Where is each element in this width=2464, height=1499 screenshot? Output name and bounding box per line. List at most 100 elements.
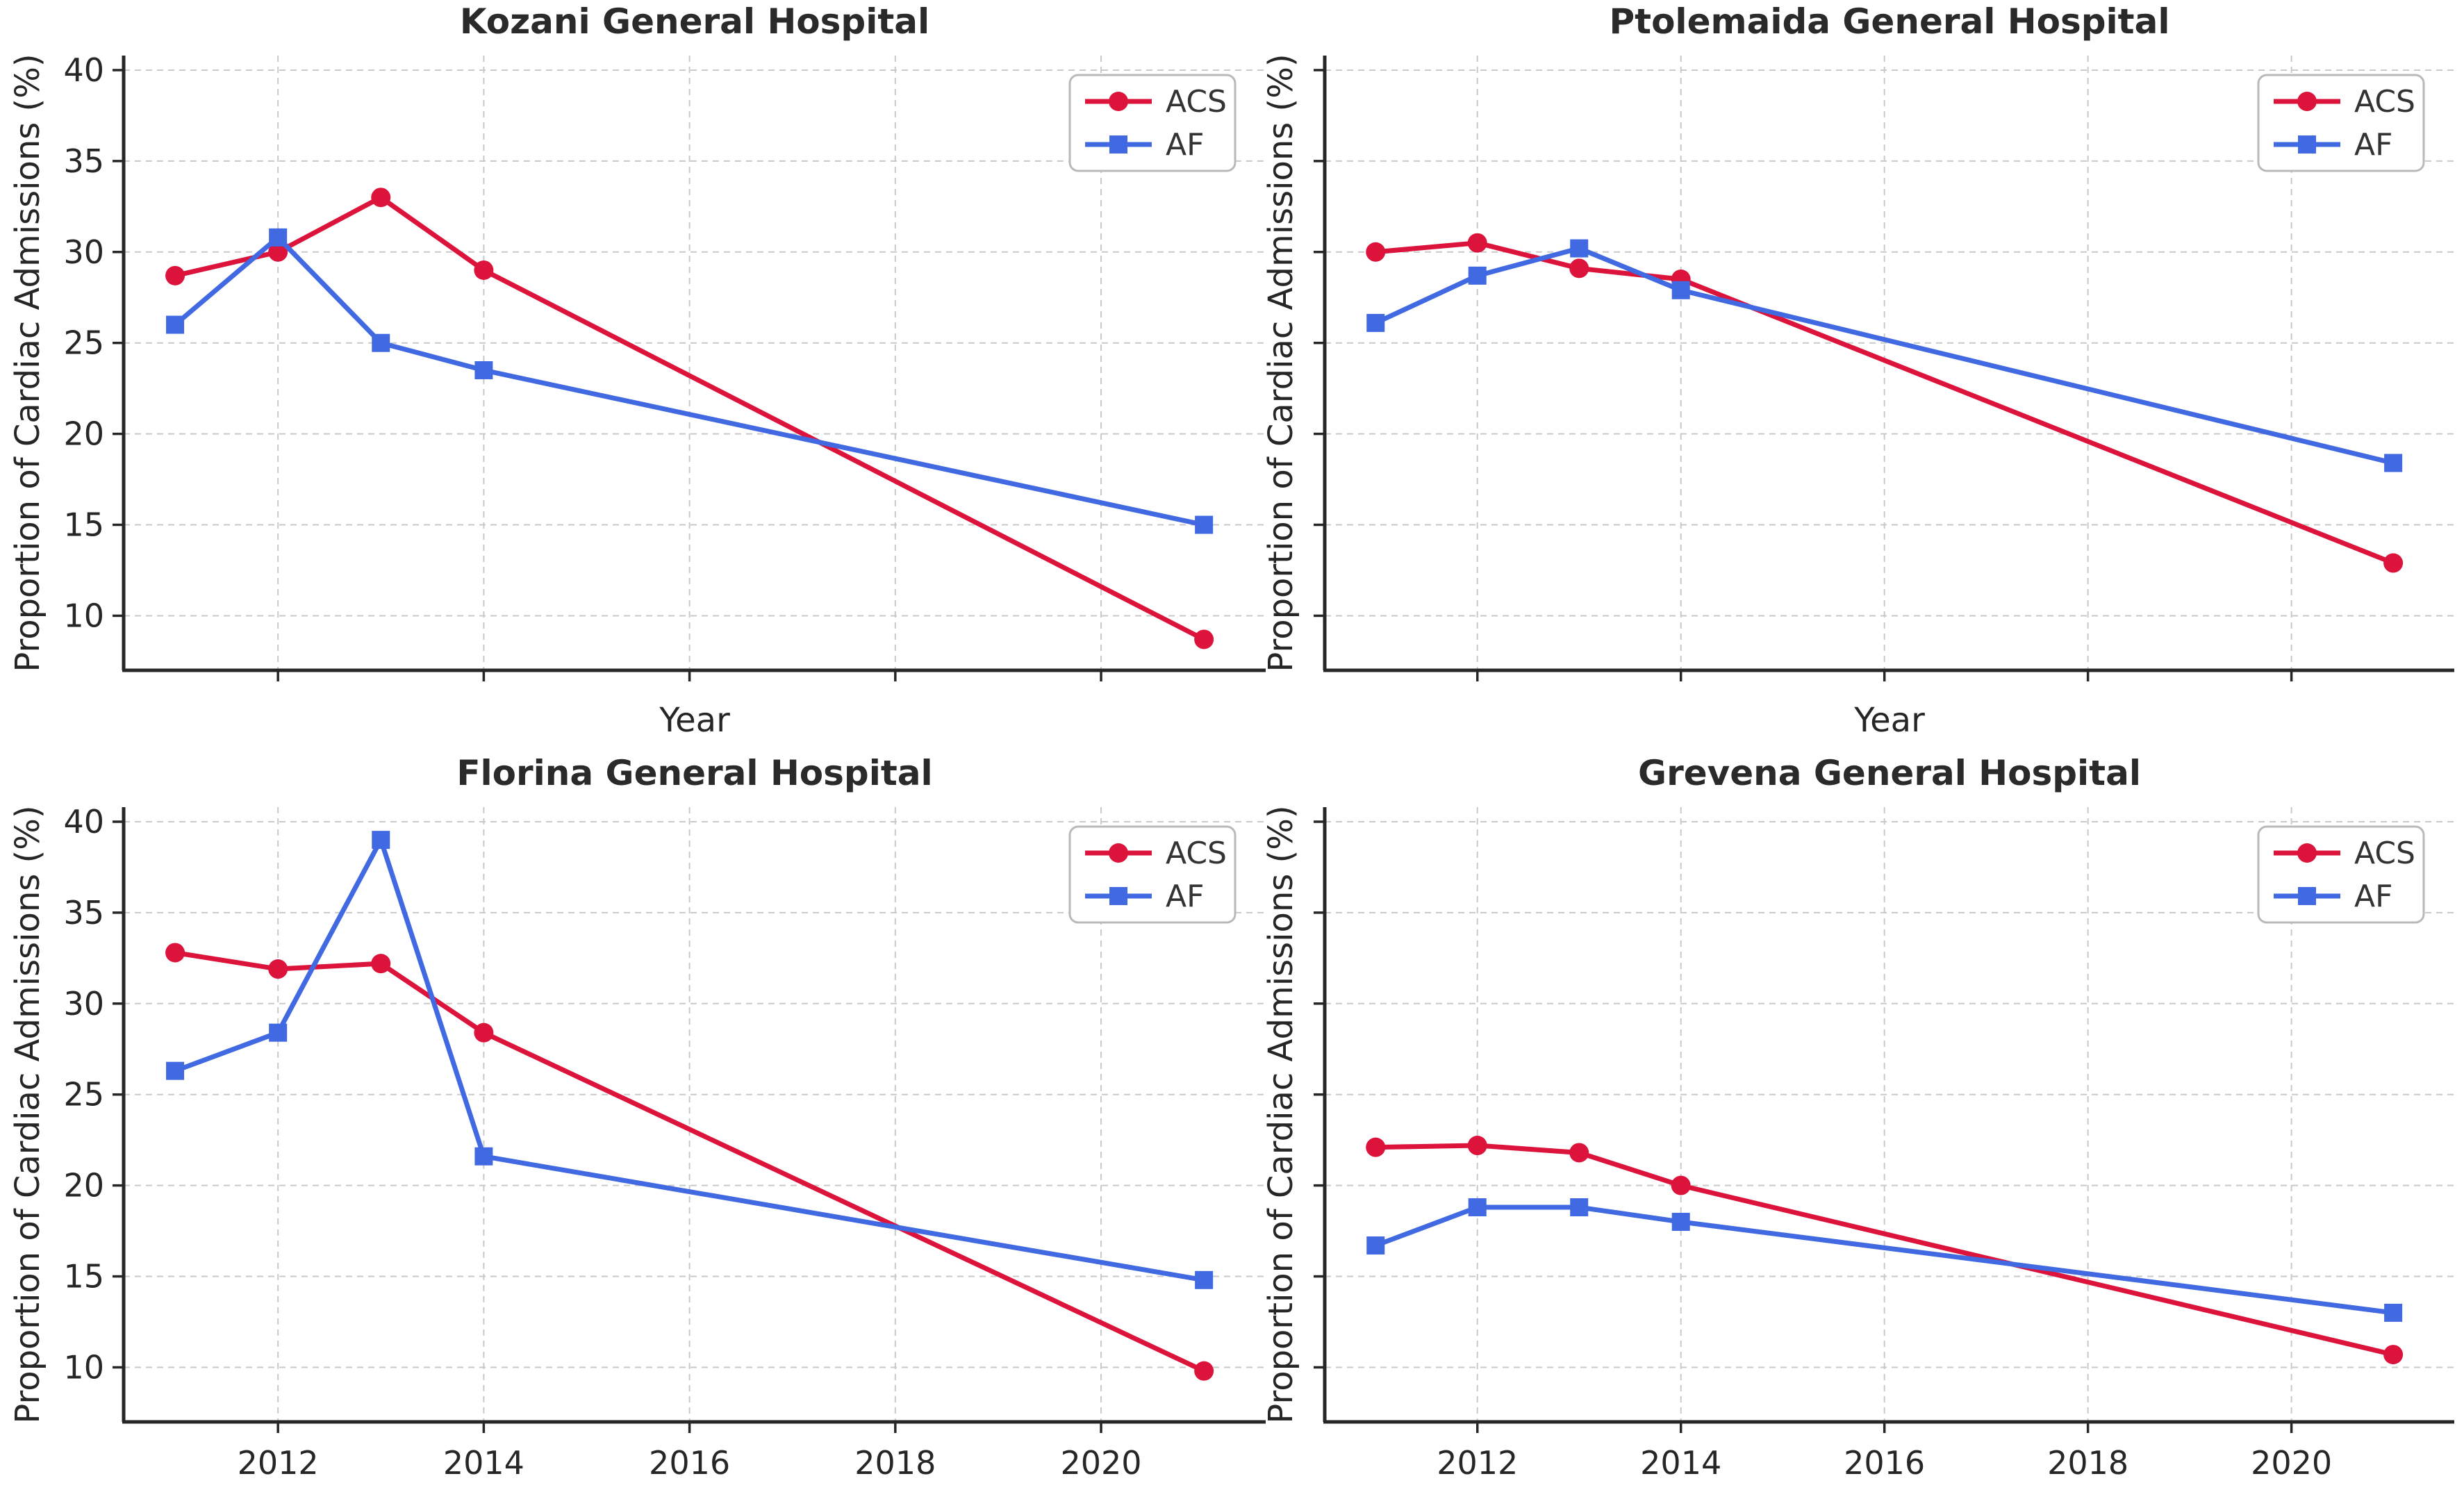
af-line [172, 837, 1207, 1283]
y-tick-label: 15 [63, 506, 104, 544]
legend-circle-marker [2297, 92, 2317, 111]
legend-square-marker [2298, 135, 2316, 154]
chart-title: Grevena General Hospital [1638, 753, 2141, 793]
legend-circle-marker [1109, 92, 1128, 111]
acs-circle-marker [165, 265, 185, 285]
y-tick-label: 30 [63, 985, 104, 1022]
af-square-marker [1570, 239, 1589, 258]
legend: ACS AF [1068, 74, 1237, 172]
acs-line [172, 194, 1207, 642]
af-square-marker [474, 1147, 493, 1166]
legend-circle-marker [1109, 843, 1128, 863]
acs-circle-marker [371, 188, 391, 208]
acs-circle-marker [268, 959, 288, 979]
x-axis-label: Year [1853, 1496, 1925, 1499]
tick-marks [113, 820, 1102, 1433]
af-series [1366, 239, 2403, 472]
af-square-marker [372, 831, 390, 850]
af-square-marker [1570, 1198, 1589, 1217]
tick-marks [1314, 69, 2293, 681]
chart-title: Kozani General Hospital [460, 1, 929, 42]
legend-label: ACS [1166, 84, 1227, 119]
af-square-marker [1671, 1212, 1690, 1231]
x-tick-label: 2018 [2047, 1444, 2128, 1482]
af-square-marker [269, 1023, 288, 1042]
x-tick-label: 2020 [2251, 1444, 2332, 1482]
af-square-marker [1468, 1198, 1487, 1217]
af-square-marker [166, 315, 185, 334]
y-tick-label: 25 [63, 324, 104, 362]
af-square-marker [1195, 1270, 1214, 1289]
y-axis-label: Proportion of Cardiac Admissions (%) [1262, 53, 1300, 672]
acs-circle-marker [1671, 1175, 1691, 1195]
chart-title: Ptolemaida General Hospital [1610, 1, 2170, 42]
legend-label: AF [2354, 127, 2392, 163]
legend-circle-marker [2297, 843, 2317, 863]
af-square-marker [2384, 454, 2403, 472]
y-tick-label: 35 [63, 894, 104, 931]
y-tick-label: 20 [63, 1167, 104, 1204]
acs-circle-marker [474, 260, 494, 280]
subplot-ptolemaida-general-hospital: Ptolemaida General Hospital Year Proportio… [1262, 1, 2454, 740]
y-axis-label: Proportion of Cardiac Admissions (%) [1262, 805, 1300, 1423]
legend-square-marker [1109, 887, 1127, 905]
y-tick-label: 10 [63, 597, 104, 634]
acs-circle-marker [1569, 258, 1589, 279]
x-tick-label: 2018 [854, 1444, 936, 1482]
x-tick-label: 2014 [443, 1444, 524, 1482]
y-tick-label: 25 [63, 1076, 104, 1113]
y-tick-label: 15 [63, 1258, 104, 1295]
acs-circle-marker [1194, 629, 1214, 649]
legend-square-marker [1109, 135, 1127, 154]
y-tick-label: 40 [63, 803, 104, 840]
x-tick-label: 2012 [238, 1444, 319, 1482]
y-tick-label: 35 [63, 142, 104, 180]
x-axis-label: Year [659, 701, 730, 740]
legend: ACS AF [2257, 74, 2425, 172]
legend-label: AF [1166, 127, 1204, 163]
acs-circle-marker [1569, 1143, 1589, 1163]
legend-label: AF [1166, 879, 1204, 914]
x-tick-label: 2020 [1060, 1444, 1141, 1482]
acs-circle-marker [371, 954, 391, 974]
af-square-marker [1366, 313, 1385, 332]
acs-circle-marker [474, 1022, 494, 1043]
acs-circle-marker [2383, 1345, 2404, 1365]
x-tick-label: 2016 [649, 1444, 730, 1482]
legend: ACS AF [2257, 825, 2425, 924]
af-square-marker [1366, 1236, 1385, 1255]
x-axis-label: Year [659, 1496, 730, 1499]
acs-circle-marker [268, 242, 288, 262]
acs-circle-marker [1366, 1137, 1386, 1157]
af-series [1366, 1198, 2403, 1322]
acs-circle-marker [2383, 553, 2404, 573]
subplot-kozani-general-hospital: 10 15 20 25 30 35 40 Kozani General Hospital Yea… [8, 1, 1266, 740]
y-tick-label: 40 [63, 51, 104, 89]
chart-title: Florina General Hospital [456, 753, 932, 793]
legend-square-marker [2298, 887, 2316, 905]
gridlines [124, 56, 1266, 670]
tick-marks [1314, 820, 2293, 1433]
subplot-grevena-general-hospital: 2012 2014 2016 2018 2020 Grevena General Hosp… [1262, 753, 2454, 1499]
x-tick-label: 2016 [1844, 1444, 1925, 1482]
tick-marks [113, 69, 1102, 681]
af-square-marker [166, 1061, 185, 1080]
af-square-marker [474, 361, 493, 379]
y-tick-label: 20 [63, 415, 104, 453]
y-tick-label: 30 [63, 233, 104, 271]
acs-circle-marker [1467, 233, 1487, 253]
af-square-marker [2384, 1303, 2403, 1322]
x-tick-label: 2014 [1640, 1444, 1721, 1482]
acs-circle-marker [1194, 1361, 1214, 1381]
y-axis-label: Proportion of Cardiac Admissions (%) [8, 53, 47, 672]
subplot-florina-general-hospital: 10 15 20 25 30 35 40 2012 2014 2016 2018 2020 Florin… [8, 753, 1266, 1499]
acs-circle-marker [165, 943, 185, 963]
af-series [166, 228, 1214, 534]
acs-circle-marker [1366, 242, 1386, 262]
legend-label: ACS [2354, 84, 2415, 119]
gridlines [1325, 56, 2454, 670]
af-square-marker [1195, 515, 1214, 534]
y-tick-label: 10 [63, 1348, 104, 1386]
